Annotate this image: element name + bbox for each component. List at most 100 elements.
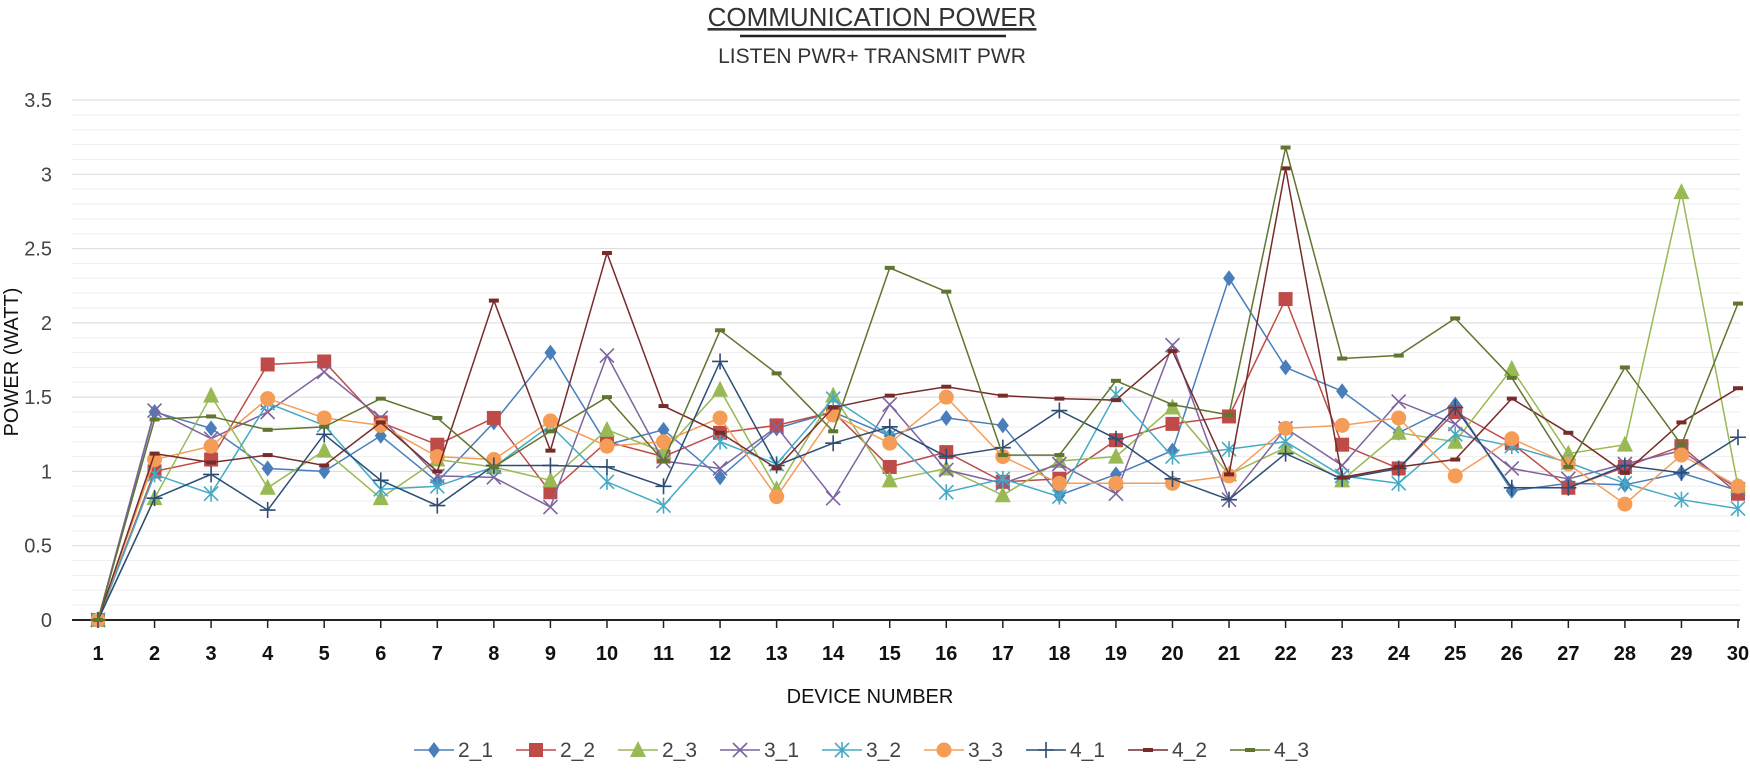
data-point-3_1 [1504,460,1520,477]
x-tick-label: 27 [1557,643,1579,665]
data-point-4_2 [1676,420,1687,425]
data-point-4_3 [997,453,1008,458]
chart-title: COMMUNICATION POWER [708,2,1037,32]
x-tick-label: 14 [822,643,845,665]
data-point-2_1 [940,409,953,426]
series-line-2_3 [97,191,1739,621]
series-4_1 [90,353,1746,628]
x-tick-label: 16 [935,643,957,665]
data-point-4_1 [655,478,672,495]
data-point-4_2 [1393,464,1404,469]
data-point-4_1 [203,466,220,483]
data-point-3_2 [599,473,615,490]
data-point-4_2 [1619,470,1630,475]
data-point-2_1 [1223,270,1236,287]
legend-item-3_3: 3_3 [924,739,1003,762]
legend-label: 3_3 [968,739,1003,762]
data-point-4_1 [1221,491,1238,508]
data-point-2_2 [1165,416,1180,431]
data-point-4_2 [1224,472,1235,477]
data-point-4_1 [712,353,729,370]
data-point-2_1 [657,421,670,438]
data-point-4_1 [1164,470,1181,487]
data-point-4_3 [941,289,952,294]
data-point-4_1 [372,472,389,489]
data-point-2_3 [1673,183,1690,200]
data-point-4_2 [488,298,499,303]
legend-label: 4_1 [1070,739,1105,762]
legend-marker [1143,748,1153,752]
data-point-4_1 [881,418,898,435]
series-line-2_2 [97,297,1739,621]
data-point-4_1 [1447,399,1464,416]
data-point-3_1 [712,460,728,477]
data-point-3_3 [712,410,728,426]
legend-label: 3_1 [764,739,799,762]
x-tick-label: 22 [1274,643,1296,665]
data-point-3_2 [825,390,841,407]
data-point-4_3 [262,427,273,432]
data-point-4_3 [1733,301,1743,306]
legend-marker [834,742,850,758]
data-point-3_3 [1673,447,1689,463]
data-point-4_3 [1563,464,1574,469]
data-point-3_1 [1560,471,1576,487]
data-point-3_3 [1504,431,1520,447]
data-point-4_3 [1167,402,1178,407]
data-point-4_2 [206,460,217,465]
data-point-4_3 [1054,453,1065,458]
x-tick-label: 7 [432,643,443,665]
data-point-3_2 [203,485,219,502]
series-3_2 [90,386,1746,628]
data-point-4_3 [828,429,839,434]
y-tick-label: 2 [41,313,52,335]
data-point-4_2 [319,463,330,468]
data-point-4_2 [1337,475,1348,480]
data-point-3_3 [1051,475,1067,491]
data-point-3_3 [1334,417,1350,433]
data-point-3_1 [146,402,163,419]
data-point-3_2 [938,484,954,501]
data-point-2_3 [1616,435,1633,452]
data-point-3_1 [882,397,898,413]
data-point-4_2 [1563,430,1574,435]
x-tick-label: 1 [92,643,103,665]
data-point-4_3 [206,414,217,419]
data-point-4_2 [1110,398,1121,403]
data-point-2_3 [1107,447,1124,464]
data-point-2_3 [259,478,276,495]
data-point-2_2 [882,459,897,474]
data-point-4_3 [375,396,386,401]
y-tick-label: 0 [41,610,52,632]
data-point-4_1 [1673,464,1690,481]
data-point-2_1 [261,460,274,477]
x-tick-label: 15 [879,643,901,665]
x-tick-label: 12 [709,643,731,665]
data-point-3_3 [599,438,615,454]
series-2_2 [91,292,1745,627]
data-point-4_3 [1224,412,1235,417]
legend-item-2_1: 2_1 [414,739,493,762]
x-tick-label: 26 [1501,643,1523,665]
chart-subtitle: LISTEN PWR+ TRANSMIT PWR [718,45,1026,68]
data-point-4_2 [375,420,386,425]
series-line-4_2 [97,168,1739,621]
data-point-4_2 [601,251,612,256]
data-point-2_2 [1335,437,1350,452]
x-tick-label: 6 [375,643,386,665]
data-point-3_2 [655,497,672,514]
legend-label: 2_2 [560,739,595,762]
data-point-4_3 [319,424,330,429]
data-point-4_2 [432,469,443,474]
data-point-3_2 [429,478,445,495]
y-tick-label: 1.5 [24,387,52,409]
legend-marker [428,742,440,758]
data-point-2_1 [205,420,218,437]
data-point-4_1 [825,435,842,452]
data-point-3_3 [882,435,898,451]
legend-label: 2_1 [458,739,493,762]
x-tick-label: 24 [1388,643,1411,665]
data-point-2_3 [881,471,898,488]
y-tick-label: 1 [41,461,52,483]
x-tick-label: 8 [488,643,499,665]
